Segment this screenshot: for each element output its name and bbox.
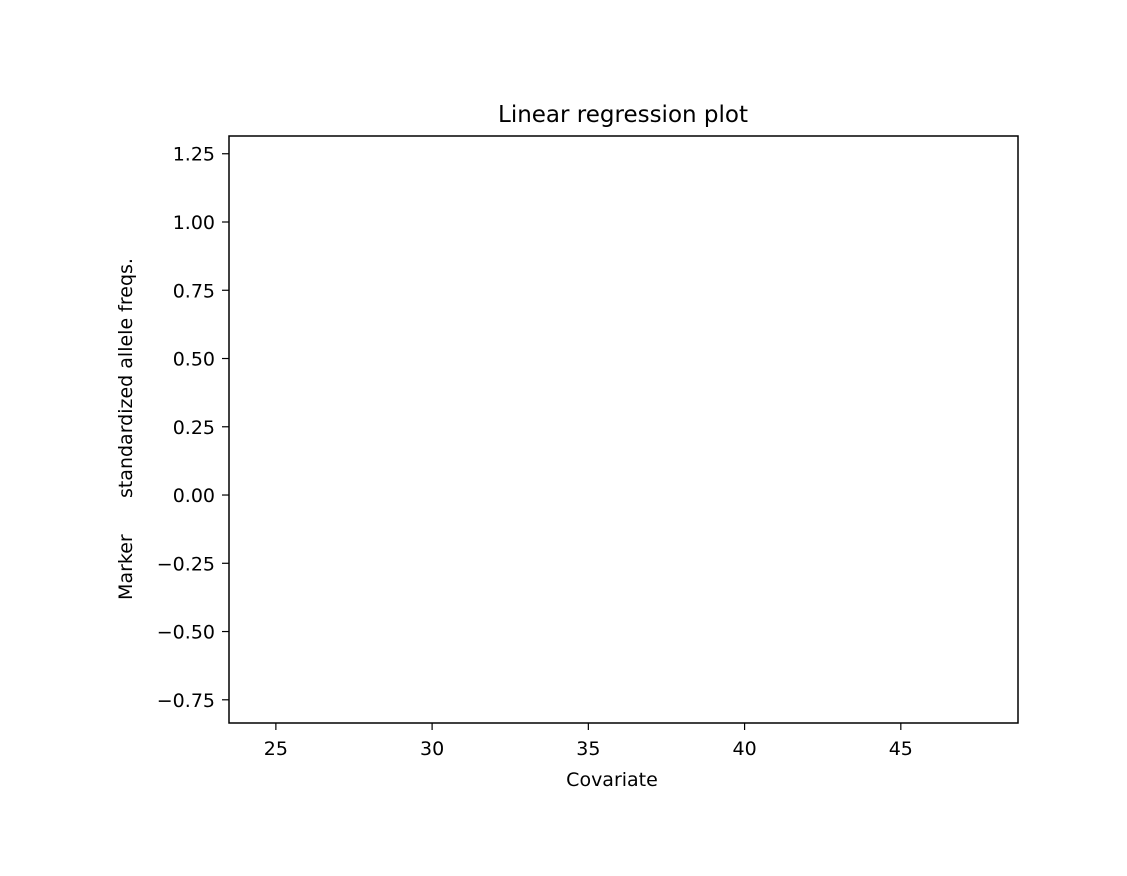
chart-title: Linear regression plot <box>498 102 748 128</box>
x-tick-label: 25 <box>264 738 288 760</box>
y-tick-label: 0.50 <box>173 349 215 371</box>
y-tick-label: 0.00 <box>173 485 215 507</box>
x-tick-label: 30 <box>420 738 444 760</box>
y-tick-label: 1.25 <box>173 144 215 166</box>
y-tick-label: −0.25 <box>157 553 215 575</box>
axes-frame <box>228 135 1019 724</box>
x-tick-label: 40 <box>732 738 756 760</box>
y-tick-label: −0.75 <box>157 690 215 712</box>
x-axis: 25 30 35 40 45 <box>264 723 913 760</box>
x-tick-label: 45 <box>889 738 913 760</box>
y-axis-label: Marker standardized allele freqs. <box>115 258 137 600</box>
y-tick-label: −0.50 <box>157 622 215 644</box>
plot-area <box>228 135 1019 724</box>
y-tick-label: 1.00 <box>173 212 215 234</box>
y-axis: 1.25 1.00 0.75 0.50 0.25 0.00 −0.25 −0.50 −0.75 <box>157 144 229 712</box>
x-axis-label: Covariate <box>566 769 658 791</box>
x-tick-label: 35 <box>576 738 600 760</box>
y-tick-label: 0.75 <box>173 280 215 302</box>
y-tick-label: 0.25 <box>173 417 215 439</box>
